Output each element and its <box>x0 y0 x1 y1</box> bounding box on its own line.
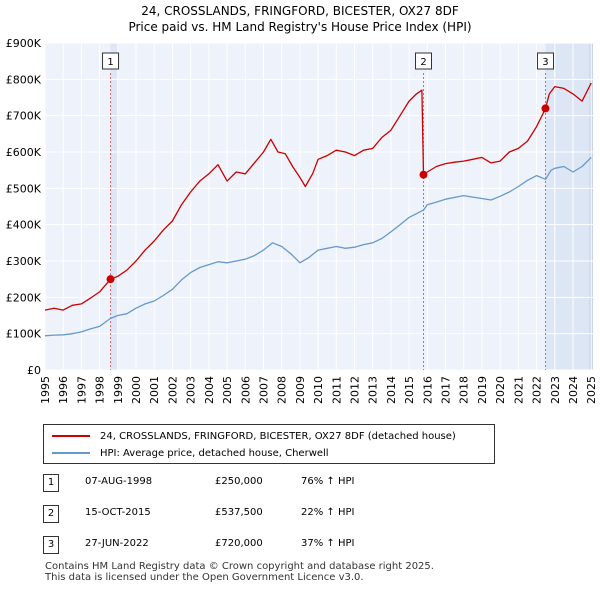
legend-entry-hpi: HPI: Average price, detached house, Cher… <box>52 445 329 461</box>
footer-copyright: Contains HM Land Registry data © Crown c… <box>45 561 434 572</box>
x-tick-label: 2004 <box>203 376 216 404</box>
transaction-row: 3 27-JUN-2022 £720,000 37% ↑ HPI <box>43 536 543 556</box>
y-tick-label: £600K <box>6 146 42 159</box>
y-tick-label: £200K <box>6 291 42 304</box>
y-tick-label: £0 <box>27 364 41 377</box>
x-tick-label: 2020 <box>494 376 507 404</box>
transaction-price: £537,500 <box>215 507 263 518</box>
transaction-hpi: 37% ↑ HPI <box>301 538 355 549</box>
plot-area <box>45 43 593 370</box>
x-tick-label: 1999 <box>112 376 125 404</box>
x-tick-label: 2019 <box>476 376 489 404</box>
sale-point <box>541 104 550 113</box>
footer-licence: This data is licensed under the Open Gov… <box>45 572 364 583</box>
transaction-row: 2 15-OCT-2015 £537,500 22% ↑ HPI <box>43 505 543 525</box>
transaction-date: 15-OCT-2015 <box>85 507 151 518</box>
transaction-hpi: 22% ↑ HPI <box>301 507 355 518</box>
legend-entry-property: 24, CROSSLANDS, FRINGFORD, BICESTER, OX2… <box>52 428 456 444</box>
chart-subtitle: Price paid vs. HM Land Registry's House … <box>128 20 472 34</box>
x-tick-label: 2011 <box>330 376 343 404</box>
x-tick-label: 1997 <box>75 376 88 404</box>
x-tick-label: 2016 <box>421 376 434 404</box>
x-tick-label: 2024 <box>567 376 580 404</box>
sale-label-box <box>536 52 554 70</box>
x-tick-label: 2007 <box>257 376 270 404</box>
transaction-number: 1 <box>43 474 59 492</box>
transaction-number: 3 <box>43 536 59 554</box>
x-tick-label: 2009 <box>294 376 307 404</box>
x-tick-label: 2005 <box>221 376 234 404</box>
transaction-hpi: 76% ↑ HPI <box>301 476 355 487</box>
transaction-row: 1 07-AUG-1998 £250,000 76% ↑ HPI <box>43 474 543 494</box>
legend-swatch-property <box>52 435 90 437</box>
y-tick-label: £400K <box>6 219 42 232</box>
sale-point <box>106 275 115 284</box>
legend-label-property: 24, CROSSLANDS, FRINGFORD, BICESTER, OX2… <box>100 430 456 442</box>
y-tick-label: £300K <box>6 255 42 268</box>
transaction-price: £250,000 <box>215 476 263 487</box>
y-tick-label: £500K <box>6 182 42 195</box>
x-tick-label: 2000 <box>130 376 143 404</box>
x-tick-label: 2002 <box>166 376 179 404</box>
property-price-line <box>44 82 592 311</box>
x-tick-label: 2006 <box>239 376 252 404</box>
transaction-price: £720,000 <box>215 538 263 549</box>
transaction-date: 07-AUG-1998 <box>85 476 153 487</box>
sale-label-box <box>102 52 120 70</box>
chart-legend: 24, CROSSLANDS, FRINGFORD, BICESTER, OX2… <box>43 424 495 464</box>
y-tick-label: £100K <box>6 328 42 341</box>
x-tick-label: 1996 <box>57 376 70 404</box>
sale-label: 3 <box>542 57 548 68</box>
legend-label-hpi: HPI: Average price, detached house, Cher… <box>100 447 329 459</box>
chart-title: 24, CROSSLANDS, FRINGFORD, BICESTER, OX2… <box>141 4 459 18</box>
hpi-line <box>44 156 592 337</box>
y-tick-label: £900K <box>6 37 42 50</box>
x-tick-label: 2001 <box>148 376 161 404</box>
x-tick-label: 2023 <box>549 376 562 404</box>
transaction-date: 27-JUN-2022 <box>85 538 149 549</box>
price-chart: £0 £100K £200K £300K £400K £500K £600K £700K £80… <box>6 37 598 404</box>
x-tick-label: 2017 <box>440 376 453 404</box>
x-tick-label: 2021 <box>512 376 525 404</box>
x-tick-label: 2010 <box>312 376 325 404</box>
sale-point <box>419 170 428 179</box>
y-tick-label: £700K <box>6 110 42 123</box>
x-tick-label: 1998 <box>94 376 107 404</box>
sale-label: 1 <box>107 57 113 68</box>
sale-label: 2 <box>420 57 426 68</box>
sale-period-shade <box>545 43 593 370</box>
x-tick-label: 2012 <box>349 376 362 404</box>
x-tick-label: 2015 <box>403 376 416 404</box>
x-tick-label: 2008 <box>276 376 289 404</box>
x-tick-label: 1995 <box>39 376 52 404</box>
sale-period-shade <box>110 43 119 370</box>
x-tick-label: 2013 <box>367 376 380 404</box>
x-tick-label: 2022 <box>531 376 544 404</box>
x-tick-label: 2018 <box>458 376 471 404</box>
legend-swatch-hpi <box>52 452 90 454</box>
x-tick-label: 2014 <box>385 376 398 404</box>
y-tick-label: £800K <box>6 73 42 86</box>
sale-label-box <box>415 52 433 70</box>
x-tick-label: 2025 <box>585 376 598 404</box>
x-tick-label: 2003 <box>185 376 198 404</box>
transaction-number: 2 <box>43 505 59 523</box>
